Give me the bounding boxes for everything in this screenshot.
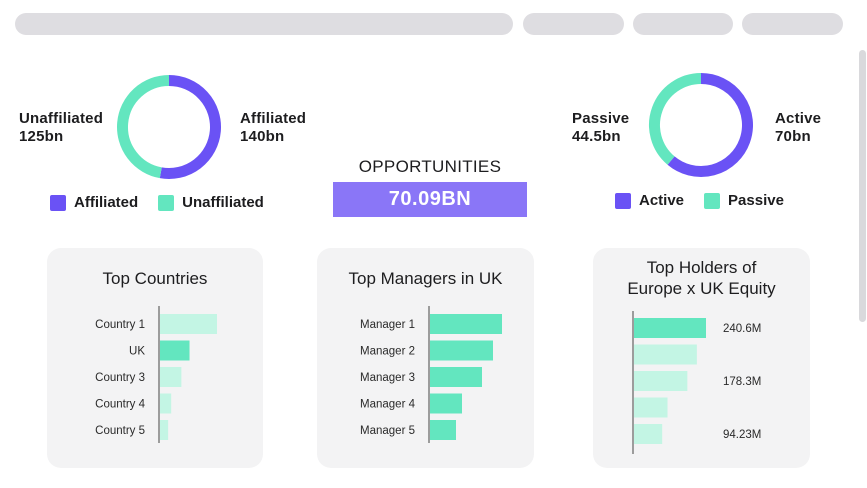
opportunities-title: OPPORTUNITIES [358, 157, 502, 176]
bar-category-label: Manager 5 [360, 425, 415, 437]
affiliated-value: 140bn [240, 128, 285, 145]
unaffiliated-value: 125bn [19, 128, 64, 145]
bar-5 [430, 420, 456, 440]
unaffiliated-label: Unaffiliated 125bn [19, 110, 103, 146]
top-countries-title: Top Countries [102, 269, 208, 288]
top-bar-pill-1[interactable] [15, 13, 513, 35]
bar-category-label: Country 4 [95, 399, 145, 411]
legend-label-active: Active [639, 192, 685, 209]
top-holders-title-line-2: Europe x UK Equity [627, 279, 776, 298]
top-bar-pill-3[interactable] [633, 13, 733, 35]
affiliation-donut [117, 75, 221, 179]
management-legend: Active Passive [615, 192, 804, 209]
opportunities-value: 70.09BN [333, 182, 527, 217]
management-donut [649, 73, 753, 177]
passive-label: Passive 44.5bn [572, 110, 629, 146]
active-name: Active [775, 110, 822, 127]
top-countries-chart: Country 1 UK Country 3 Country 4 Country 5 [95, 306, 217, 443]
bar-3 [160, 367, 182, 387]
passive-value: 44.5bn [572, 128, 621, 145]
top-bar-pill-4[interactable] [742, 13, 843, 35]
donut-slice-passive [649, 73, 702, 165]
legend-swatch-active [615, 192, 631, 209]
active-value: 70bn [775, 128, 811, 145]
donut-slice-unaffiliated [117, 75, 170, 179]
legend-label-passive: Passive [728, 192, 784, 209]
active-label: Active 70bn [775, 110, 821, 146]
bar-5 [634, 424, 663, 444]
top-holders-title-line-1: Top Holders of [646, 258, 757, 277]
bar-category-label: Manager 3 [360, 372, 415, 384]
bar-4 [634, 397, 668, 418]
top-managers-title: Top Managers in UK [348, 269, 503, 288]
bar-1 [634, 318, 706, 338]
top-managers-card: Top Managers in UK Manager 1 Manager 2 Man… [317, 248, 534, 468]
bar-data-label: 94.23M [723, 429, 761, 441]
bar-5 [160, 420, 169, 440]
bar-category-label: Manager 1 [360, 319, 415, 331]
bar-category-label: Manager 4 [360, 399, 416, 411]
bar-2 [634, 344, 697, 365]
bar-data-label: 178.3M [723, 376, 761, 388]
affiliated-label: Affiliated 140bn [240, 110, 306, 146]
bar-4 [430, 393, 462, 414]
top-countries-card: Top Countries Country 1 UK Country 3 Countr… [47, 248, 263, 468]
bar-2 [160, 340, 190, 361]
bar-data-label: 240.6M [723, 323, 761, 335]
legend-swatch-passive [704, 192, 721, 209]
bar-category-label: Country 5 [95, 425, 145, 437]
affiliation-legend: Affiliated Unaffiliated [50, 194, 284, 211]
bar-category-label: Country 1 [95, 319, 145, 331]
bar-1 [430, 314, 502, 334]
affiliated-name: Affiliated [240, 110, 307, 127]
legend-swatch-affiliated [50, 194, 66, 211]
donut-slice-active [667, 73, 753, 177]
bar-1 [160, 314, 217, 334]
legend-label-unaffiliated: Unaffiliated [182, 194, 264, 211]
bar-category-label: UK [129, 346, 145, 358]
unaffiliated-name: Unaffiliated [19, 110, 104, 127]
legend-swatch-unaffiliated [158, 194, 175, 211]
bar-2 [430, 340, 493, 361]
passive-name: Passive [572, 110, 630, 127]
top-managers-chart: Manager 1 Manager 2 Manager 3 Manager 4 Mana… [360, 306, 502, 443]
top-holders-chart: 240.6M 178.3M 94.23M [632, 311, 761, 454]
bar-3 [634, 371, 688, 391]
bar-category-label: Country 3 [95, 372, 145, 384]
vertical-scrollbar[interactable] [859, 50, 866, 322]
bar-category-label: Manager 2 [360, 346, 415, 358]
top-bar-pill-2[interactable] [523, 13, 624, 35]
donut-slice-affiliated [159, 75, 221, 179]
top-holders-card: Top Holders of Europe x UK Equity 240.6M… [593, 248, 810, 468]
bar-4 [160, 393, 172, 414]
legend-label-affiliated: Affiliated [74, 194, 139, 211]
bar-3 [430, 367, 482, 387]
top-holders-title: Top Holders of Europe x UK Equity [593, 257, 810, 299]
